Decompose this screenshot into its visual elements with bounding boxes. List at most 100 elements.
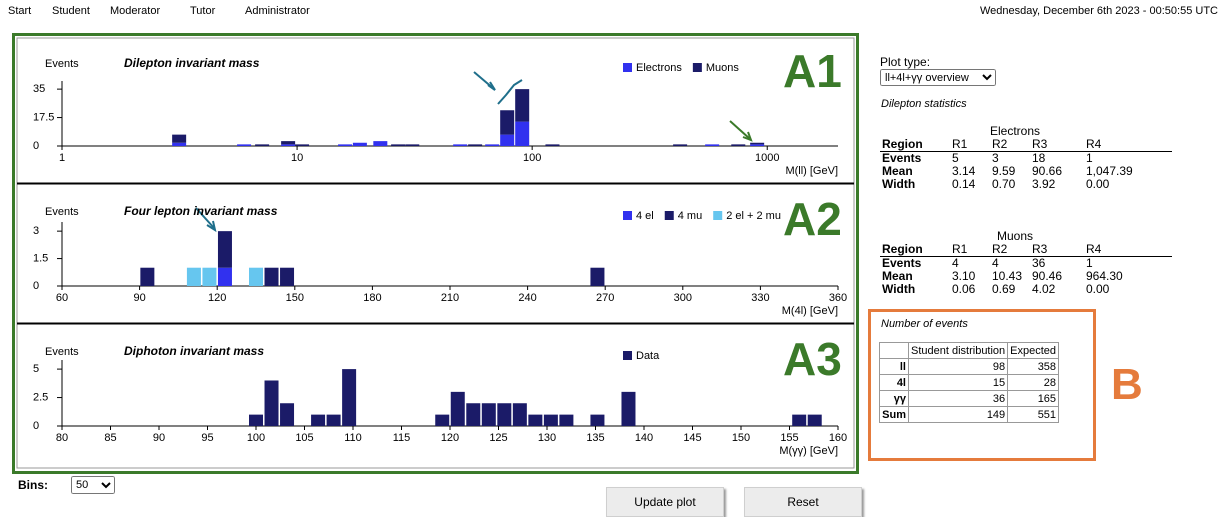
- bar: [391, 144, 406, 146]
- events-cell: 15: [907, 374, 1009, 391]
- stats-header-cell: R4: [1084, 243, 1172, 257]
- stats-cell: 18: [1032, 151, 1046, 165]
- bar: [543, 414, 558, 426]
- events-cell: 36: [907, 390, 1009, 407]
- plot-type-select[interactable]: ll+4l+γγ overview: [880, 69, 996, 86]
- box-label: B: [1111, 360, 1143, 409]
- x-tick-label: 10: [291, 152, 303, 164]
- bar: [750, 142, 765, 145]
- stats-row: Events 4 4 36 1: [880, 257, 1172, 271]
- bracket: [497, 79, 523, 105]
- bar: [497, 403, 512, 426]
- stats-cell: 1,047.39: [1086, 164, 1133, 178]
- bar: [405, 144, 420, 146]
- y-tick-label: 5: [33, 363, 39, 375]
- stats-cell: 964.30: [1086, 269, 1123, 283]
- chart-title: Dilepton invariant mass: [124, 56, 260, 70]
- bar: [545, 144, 560, 146]
- legend-label: 4 mu: [678, 210, 702, 222]
- x-tick-label: 105: [295, 432, 313, 444]
- stats-cell: 10.43: [992, 269, 1023, 283]
- stats-cell: 0.70: [992, 177, 1016, 191]
- nav-link[interactable]: Tutor: [190, 5, 216, 17]
- stats-cell: 90.46: [1032, 269, 1063, 283]
- stats-cell: 0.00: [1086, 282, 1110, 296]
- x-tick-label: 240: [518, 292, 536, 304]
- stats-cell: 1: [1086, 151, 1093, 165]
- x-tick-label: 270: [596, 292, 614, 304]
- x-tick-label: 360: [829, 292, 847, 304]
- x-tick-label: 130: [538, 432, 556, 444]
- panel-label: A1: [783, 45, 842, 97]
- bar: [807, 414, 822, 426]
- bar: [515, 89, 530, 122]
- bar: [528, 414, 543, 426]
- y-axis-label: Events: [45, 58, 79, 70]
- nav-link[interactable]: Start: [8, 5, 32, 17]
- bar: [280, 267, 295, 286]
- x-tick-label: 135: [586, 432, 604, 444]
- x-tick-label: 90: [153, 432, 165, 444]
- events-table: Student distribution Expected ll 98 358 4l 15 2…: [879, 342, 1060, 423]
- x-tick-label: 140: [635, 432, 653, 444]
- events-corner: [879, 342, 909, 359]
- x-tick-label: 155: [780, 432, 798, 444]
- arrow-head: [206, 220, 217, 233]
- bar: [466, 403, 481, 426]
- events-box: [868, 309, 1096, 461]
- bar: [373, 141, 388, 146]
- stats-cell: 3: [992, 151, 999, 165]
- events-header-cell: Expected: [1007, 342, 1060, 359]
- stats-cell: 1: [1086, 256, 1093, 270]
- stats-row: Width 0.06 0.69 4.02 0.00: [880, 283, 1172, 296]
- x-tick-label: 100: [247, 432, 265, 444]
- bar: [705, 144, 720, 146]
- bar: [352, 142, 367, 146]
- bar: [342, 369, 357, 426]
- legend-label: Electrons: [636, 62, 682, 74]
- legend-label: Muons: [706, 62, 740, 74]
- y-axis-label: Events: [45, 346, 79, 358]
- stats-row: Width 0.14 0.70 3.92 0.00: [880, 178, 1172, 191]
- y-tick-label: 0: [33, 420, 39, 432]
- bar: [186, 267, 201, 286]
- x-axis-label: M(4l) [GeV]: [782, 305, 838, 317]
- stats-cell: 0.00: [1086, 177, 1110, 191]
- stats-table: Region R1 R2 R3 R4 Events 5 3 18 1 Mean 3.14 9.59 90.…: [880, 138, 1172, 191]
- legend-swatch: [713, 211, 723, 220]
- bar: [481, 403, 496, 426]
- events-row-label: Sum: [879, 406, 909, 423]
- x-tick-label: 120: [208, 292, 226, 304]
- panel-frame: [12, 33, 859, 474]
- bar: [468, 144, 483, 146]
- nav-link[interactable]: Student: [52, 5, 90, 17]
- stats-cell: 3.10: [952, 269, 976, 283]
- events-title: Number of events: [881, 318, 968, 330]
- arrow: [195, 207, 215, 229]
- x-tick-label: 90: [133, 292, 145, 304]
- date: Wednesday, December 6th 2023 - 00:50:55 …: [979, 5, 1218, 17]
- bar: [311, 414, 326, 426]
- events-row: ll 98 358: [879, 358, 1060, 375]
- events-row: γγ 36 165: [879, 390, 1060, 407]
- update-button[interactable]: Update plot: [606, 487, 724, 517]
- nav-link[interactable]: Moderator: [110, 5, 161, 17]
- y-tick-label: 35: [33, 83, 45, 95]
- legend-label: 4 el: [636, 210, 654, 222]
- events-row-label: 4l: [879, 374, 909, 391]
- bar: [590, 414, 605, 426]
- bar: [281, 141, 296, 145]
- x-tick-label: 80: [56, 432, 68, 444]
- bins-select[interactable]: 50: [71, 476, 115, 494]
- x-tick-label: 210: [441, 292, 459, 304]
- bar: [453, 144, 468, 146]
- x-tick-label: 85: [104, 432, 116, 444]
- stats-header-row: Region R1 R2 R3 R4: [880, 138, 1172, 152]
- stats-title: Dilepton statistics: [881, 98, 967, 110]
- nav-link[interactable]: Administrator: [245, 5, 310, 17]
- x-tick-label: 125: [489, 432, 507, 444]
- arrow: [729, 120, 751, 140]
- reset-button[interactable]: Reset: [744, 487, 862, 517]
- bar: [264, 380, 279, 426]
